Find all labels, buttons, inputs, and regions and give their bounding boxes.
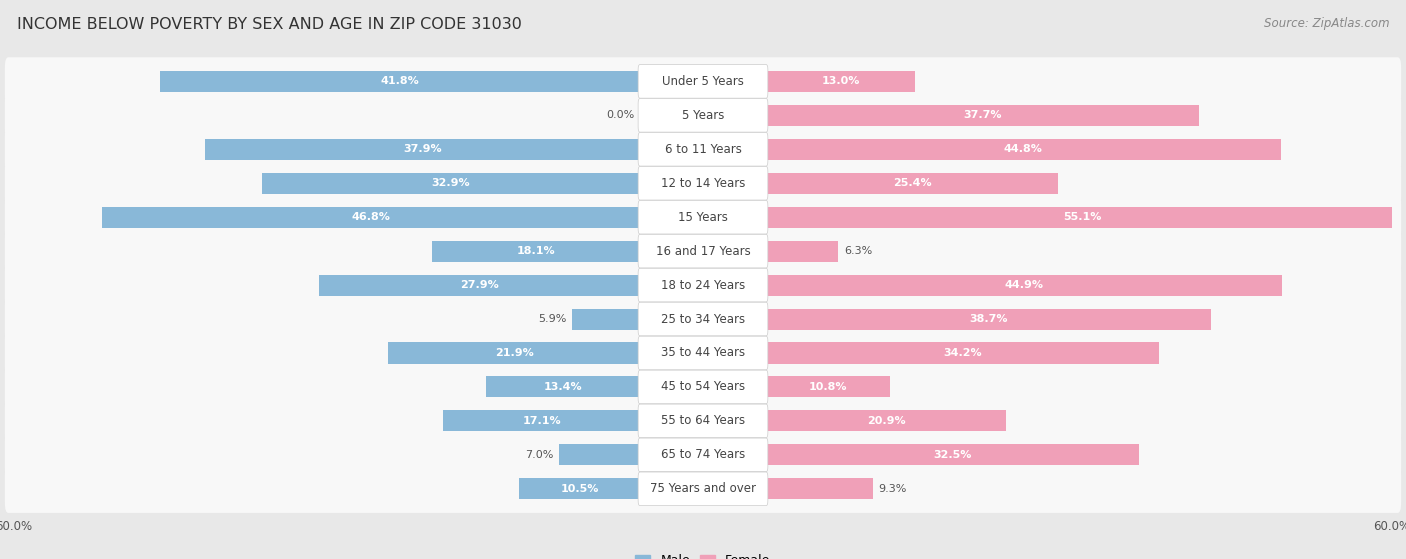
Text: 18.1%: 18.1% (516, 246, 555, 256)
Text: 17.1%: 17.1% (523, 416, 561, 426)
Text: INCOME BELOW POVERTY BY SEX AND AGE IN ZIP CODE 31030: INCOME BELOW POVERTY BY SEX AND AGE IN Z… (17, 17, 522, 32)
Bar (766, 479, 873, 499)
FancyBboxPatch shape (4, 159, 1402, 207)
Text: 9.3%: 9.3% (879, 484, 907, 494)
Legend: Male, Female: Male, Female (630, 549, 776, 559)
Text: 25 to 34 Years: 25 to 34 Years (661, 312, 745, 325)
Text: 45 to 54 Years: 45 to 54 Years (661, 381, 745, 394)
FancyBboxPatch shape (638, 132, 768, 166)
FancyBboxPatch shape (638, 438, 768, 472)
Bar (205, 139, 640, 160)
Bar (766, 343, 1159, 363)
FancyBboxPatch shape (4, 227, 1402, 275)
Bar (766, 173, 1057, 194)
FancyBboxPatch shape (4, 431, 1402, 479)
FancyBboxPatch shape (4, 465, 1402, 513)
FancyBboxPatch shape (638, 370, 768, 404)
Text: 32.5%: 32.5% (934, 450, 972, 460)
Text: 44.9%: 44.9% (1004, 280, 1043, 290)
Bar (262, 173, 640, 194)
FancyBboxPatch shape (4, 261, 1402, 309)
Bar (388, 343, 640, 363)
Text: 37.7%: 37.7% (963, 110, 1002, 120)
FancyBboxPatch shape (4, 397, 1402, 445)
Text: 32.9%: 32.9% (432, 178, 470, 188)
Bar (766, 376, 890, 397)
Text: 34.2%: 34.2% (943, 348, 981, 358)
FancyBboxPatch shape (4, 295, 1402, 343)
Text: Under 5 Years: Under 5 Years (662, 75, 744, 88)
Bar (103, 207, 640, 228)
Text: 46.8%: 46.8% (352, 212, 391, 222)
FancyBboxPatch shape (4, 91, 1402, 139)
Text: 13.4%: 13.4% (544, 382, 582, 392)
Text: 35 to 44 Years: 35 to 44 Years (661, 347, 745, 359)
Text: 7.0%: 7.0% (526, 450, 554, 460)
Text: 13.0%: 13.0% (821, 77, 860, 87)
FancyBboxPatch shape (638, 472, 768, 505)
Text: 37.9%: 37.9% (404, 144, 441, 154)
FancyBboxPatch shape (4, 193, 1402, 241)
Bar (560, 444, 640, 466)
Text: 21.9%: 21.9% (495, 348, 533, 358)
Bar (766, 105, 1199, 126)
Text: 10.5%: 10.5% (561, 484, 599, 494)
FancyBboxPatch shape (638, 268, 768, 302)
FancyBboxPatch shape (638, 200, 768, 234)
Text: 12 to 14 Years: 12 to 14 Years (661, 177, 745, 190)
Text: 10.8%: 10.8% (808, 382, 848, 392)
Bar (766, 444, 1139, 466)
Bar (443, 410, 640, 432)
Bar (766, 240, 838, 262)
Bar (766, 139, 1281, 160)
Text: 20.9%: 20.9% (868, 416, 905, 426)
Bar (766, 309, 1211, 330)
Text: 44.8%: 44.8% (1004, 144, 1043, 154)
Text: 27.9%: 27.9% (460, 280, 499, 290)
FancyBboxPatch shape (638, 167, 768, 200)
FancyBboxPatch shape (4, 329, 1402, 377)
FancyBboxPatch shape (4, 125, 1402, 173)
Bar (766, 71, 915, 92)
Text: 75 Years and over: 75 Years and over (650, 482, 756, 495)
Text: 0.0%: 0.0% (606, 110, 634, 120)
Bar (486, 376, 640, 397)
Text: 6 to 11 Years: 6 to 11 Years (665, 143, 741, 156)
FancyBboxPatch shape (638, 404, 768, 438)
Text: Source: ZipAtlas.com: Source: ZipAtlas.com (1264, 17, 1389, 30)
Bar (766, 410, 1007, 432)
Bar (319, 274, 640, 296)
Bar (519, 479, 640, 499)
Bar (160, 71, 640, 92)
Text: 15 Years: 15 Years (678, 211, 728, 224)
FancyBboxPatch shape (4, 57, 1402, 106)
Text: 38.7%: 38.7% (969, 314, 1008, 324)
Bar (766, 274, 1282, 296)
FancyBboxPatch shape (4, 363, 1402, 411)
Bar (432, 240, 640, 262)
Text: 41.8%: 41.8% (381, 77, 419, 87)
Text: 25.4%: 25.4% (893, 178, 931, 188)
FancyBboxPatch shape (638, 302, 768, 336)
Text: 6.3%: 6.3% (844, 246, 873, 256)
FancyBboxPatch shape (638, 98, 768, 132)
Text: 16 and 17 Years: 16 and 17 Years (655, 245, 751, 258)
Bar (766, 207, 1399, 228)
Text: 5.9%: 5.9% (538, 314, 567, 324)
FancyBboxPatch shape (638, 65, 768, 98)
Text: 55 to 64 Years: 55 to 64 Years (661, 414, 745, 428)
Text: 65 to 74 Years: 65 to 74 Years (661, 448, 745, 461)
Text: 55.1%: 55.1% (1063, 212, 1102, 222)
Bar (572, 309, 640, 330)
Text: 18 to 24 Years: 18 to 24 Years (661, 278, 745, 292)
FancyBboxPatch shape (638, 336, 768, 370)
FancyBboxPatch shape (638, 234, 768, 268)
Text: 5 Years: 5 Years (682, 109, 724, 122)
